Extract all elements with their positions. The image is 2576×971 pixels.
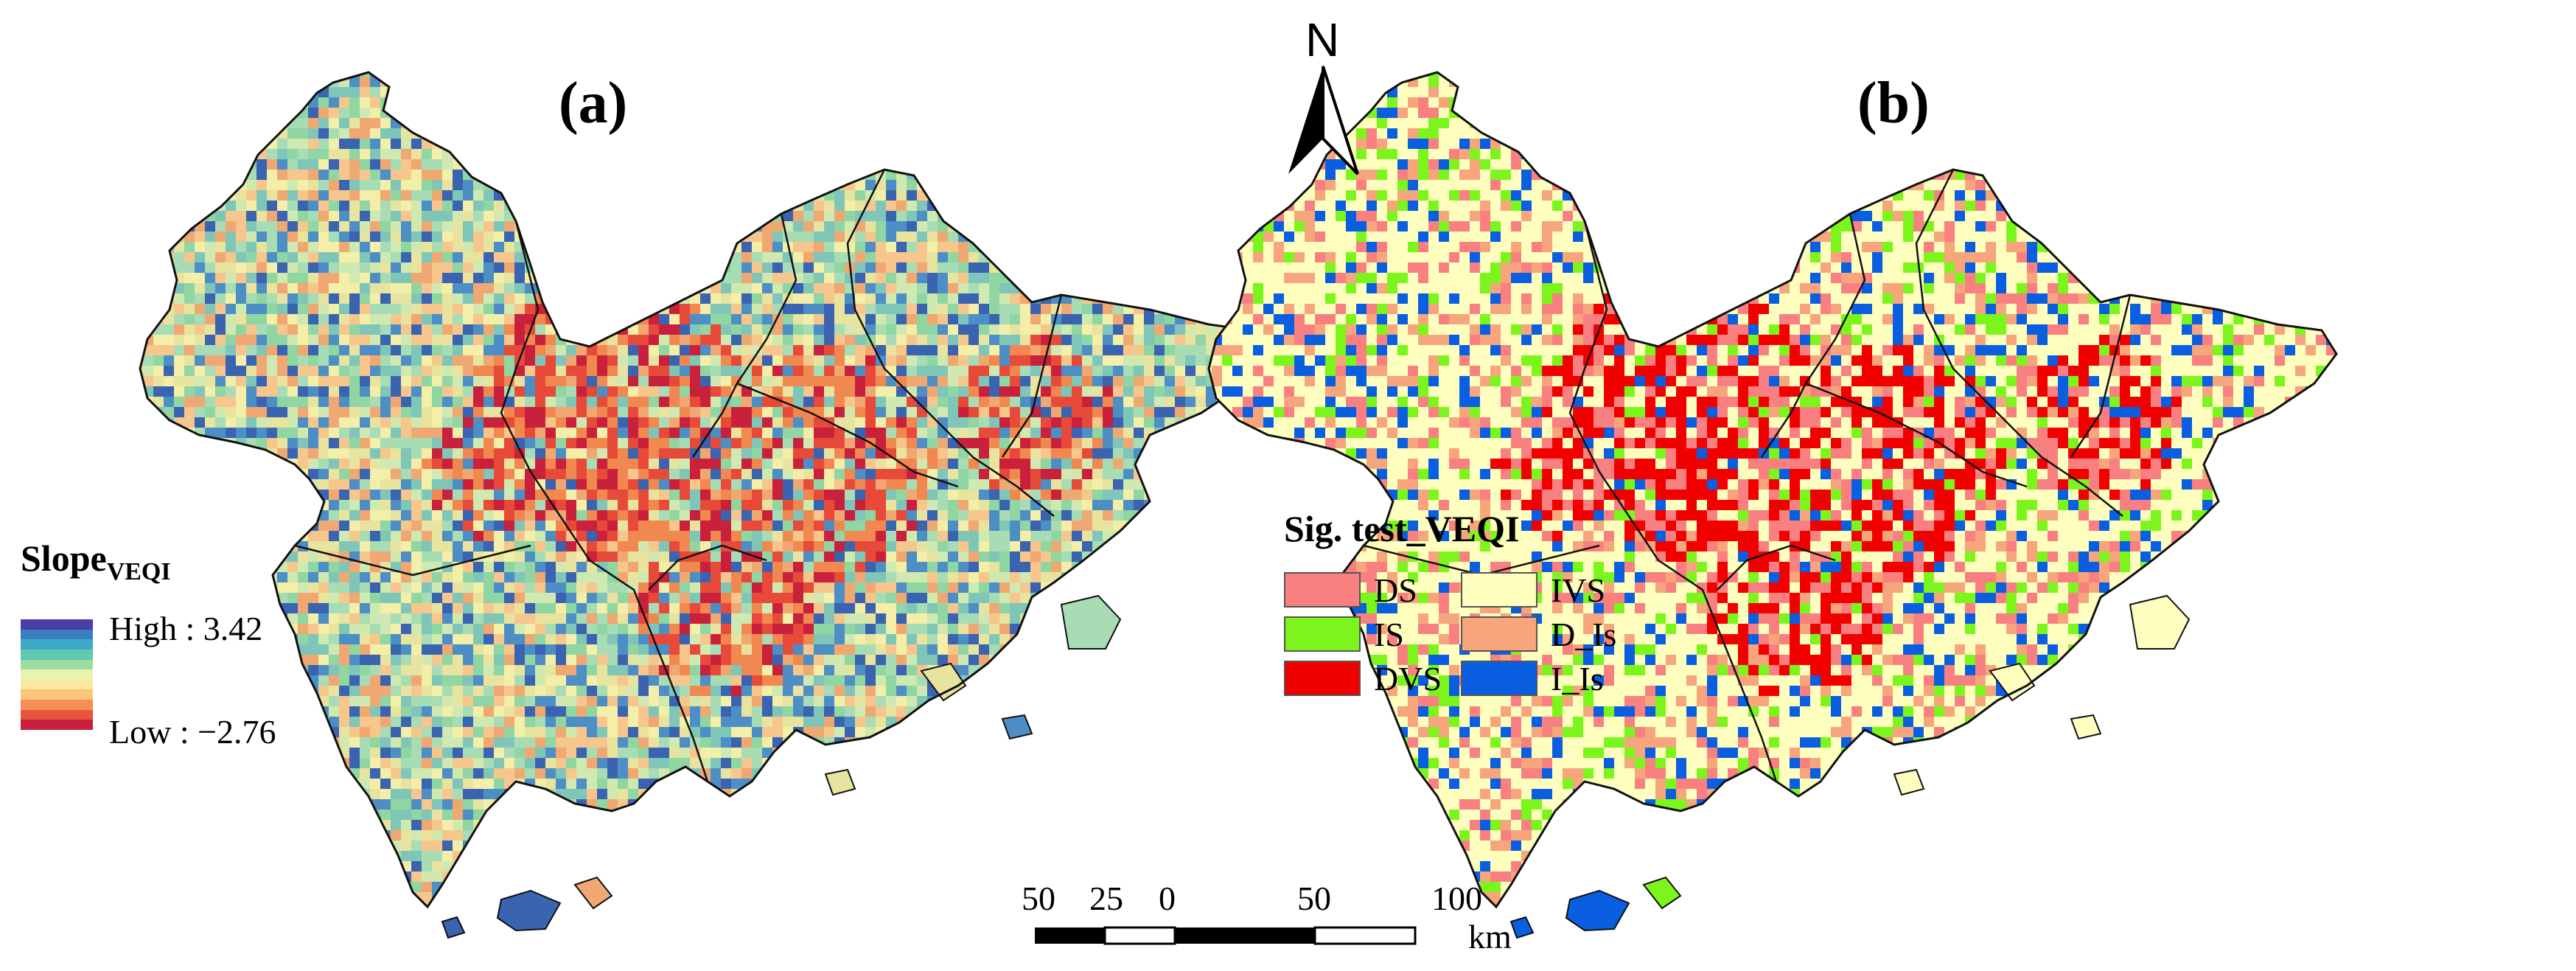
district-boundary xyxy=(1001,294,1063,458)
sig-legend-swatch xyxy=(1284,616,1361,652)
island-shape xyxy=(1989,662,2036,702)
scale-bar-tick-label: 100 xyxy=(1431,880,1482,917)
scale-bar-tick-label: 50 xyxy=(1022,880,1055,917)
island-shape xyxy=(2129,594,2191,650)
district-boundary xyxy=(648,544,767,591)
island-shape xyxy=(1565,889,1630,932)
scale-bar xyxy=(1035,926,1417,945)
district-boundary xyxy=(1568,220,1778,782)
region-outline xyxy=(1207,71,2338,909)
island-shape xyxy=(1642,876,1682,910)
ramp-step xyxy=(21,619,93,630)
sig-legend-label: D_Is xyxy=(1551,616,1617,653)
ramp-step xyxy=(21,720,93,731)
sig-legend-title: Sig. test_VEQI xyxy=(1284,508,1520,549)
scale-bar-tick-label: 25 xyxy=(1089,880,1123,917)
sig-legend-label: DVS xyxy=(1374,660,1442,697)
slope-color-ramp xyxy=(21,619,93,731)
island-shape xyxy=(920,662,967,702)
ramp-step xyxy=(21,639,93,650)
north-arrow-icon xyxy=(1288,66,1359,175)
map-panel-a xyxy=(139,71,1269,939)
district-boundary xyxy=(846,169,1055,517)
island-shape xyxy=(824,768,856,796)
district-boundary xyxy=(736,382,959,488)
scale-bar-tick-label: 50 xyxy=(1297,880,1331,917)
scale-bar-unit: km xyxy=(1468,918,1512,956)
slope-legend-title-sub: VEQI xyxy=(106,558,171,585)
sig-legend-swatch xyxy=(1284,572,1361,608)
island-shape xyxy=(2070,714,2102,740)
island-shape xyxy=(573,876,613,910)
sig-legend-swatch xyxy=(1461,616,1537,652)
district-boundary xyxy=(1760,213,1866,458)
sig-legend-label: IVS xyxy=(1551,571,1606,609)
panel-label-b: (b) xyxy=(1857,71,1930,136)
sig-legend-swatch xyxy=(1284,661,1361,696)
slope-legend-title: SlopeVEQI xyxy=(21,540,171,585)
district-boundary xyxy=(691,213,797,458)
ramp-step xyxy=(21,669,93,681)
district-boundary xyxy=(1717,544,1836,591)
ramp-step xyxy=(21,649,93,661)
island-shape xyxy=(441,916,466,939)
sig-legend-swatch xyxy=(1461,661,1537,696)
island-shape xyxy=(1893,768,1925,796)
ramp-step xyxy=(21,689,93,700)
sig-legend-label: DS xyxy=(1374,571,1417,609)
slope-legend-title-main: Slope xyxy=(21,537,107,579)
district-boundary xyxy=(2070,294,2132,458)
island-shape xyxy=(1509,916,1535,939)
north-arrow-letter: N xyxy=(1305,13,1340,66)
sig-legend-label: IS xyxy=(1374,616,1404,653)
region-outline xyxy=(139,71,1269,909)
panel-label-a: (a) xyxy=(559,71,628,136)
slope-legend-low-label: Low : −2.76 xyxy=(109,713,276,751)
ramp-step xyxy=(21,679,93,690)
ramp-step xyxy=(21,700,93,711)
slope-legend-high-label: High : 3.42 xyxy=(109,610,263,647)
scale-bar-tick-label: 0 xyxy=(1159,880,1176,917)
ramp-step xyxy=(21,709,93,720)
district-boundary xyxy=(294,544,531,577)
sig-legend-label: I_Is xyxy=(1551,660,1604,697)
ramp-step xyxy=(21,659,93,670)
district-boundary xyxy=(1805,382,2028,488)
island-shape xyxy=(496,889,562,932)
sig-legend-swatch xyxy=(1461,572,1537,608)
map-a-raster xyxy=(140,72,1268,907)
district-boundary xyxy=(1915,169,2123,517)
ramp-step xyxy=(21,629,93,640)
island-shape xyxy=(1060,594,1122,650)
district-boundary xyxy=(500,220,709,782)
island-shape xyxy=(1001,714,1033,740)
